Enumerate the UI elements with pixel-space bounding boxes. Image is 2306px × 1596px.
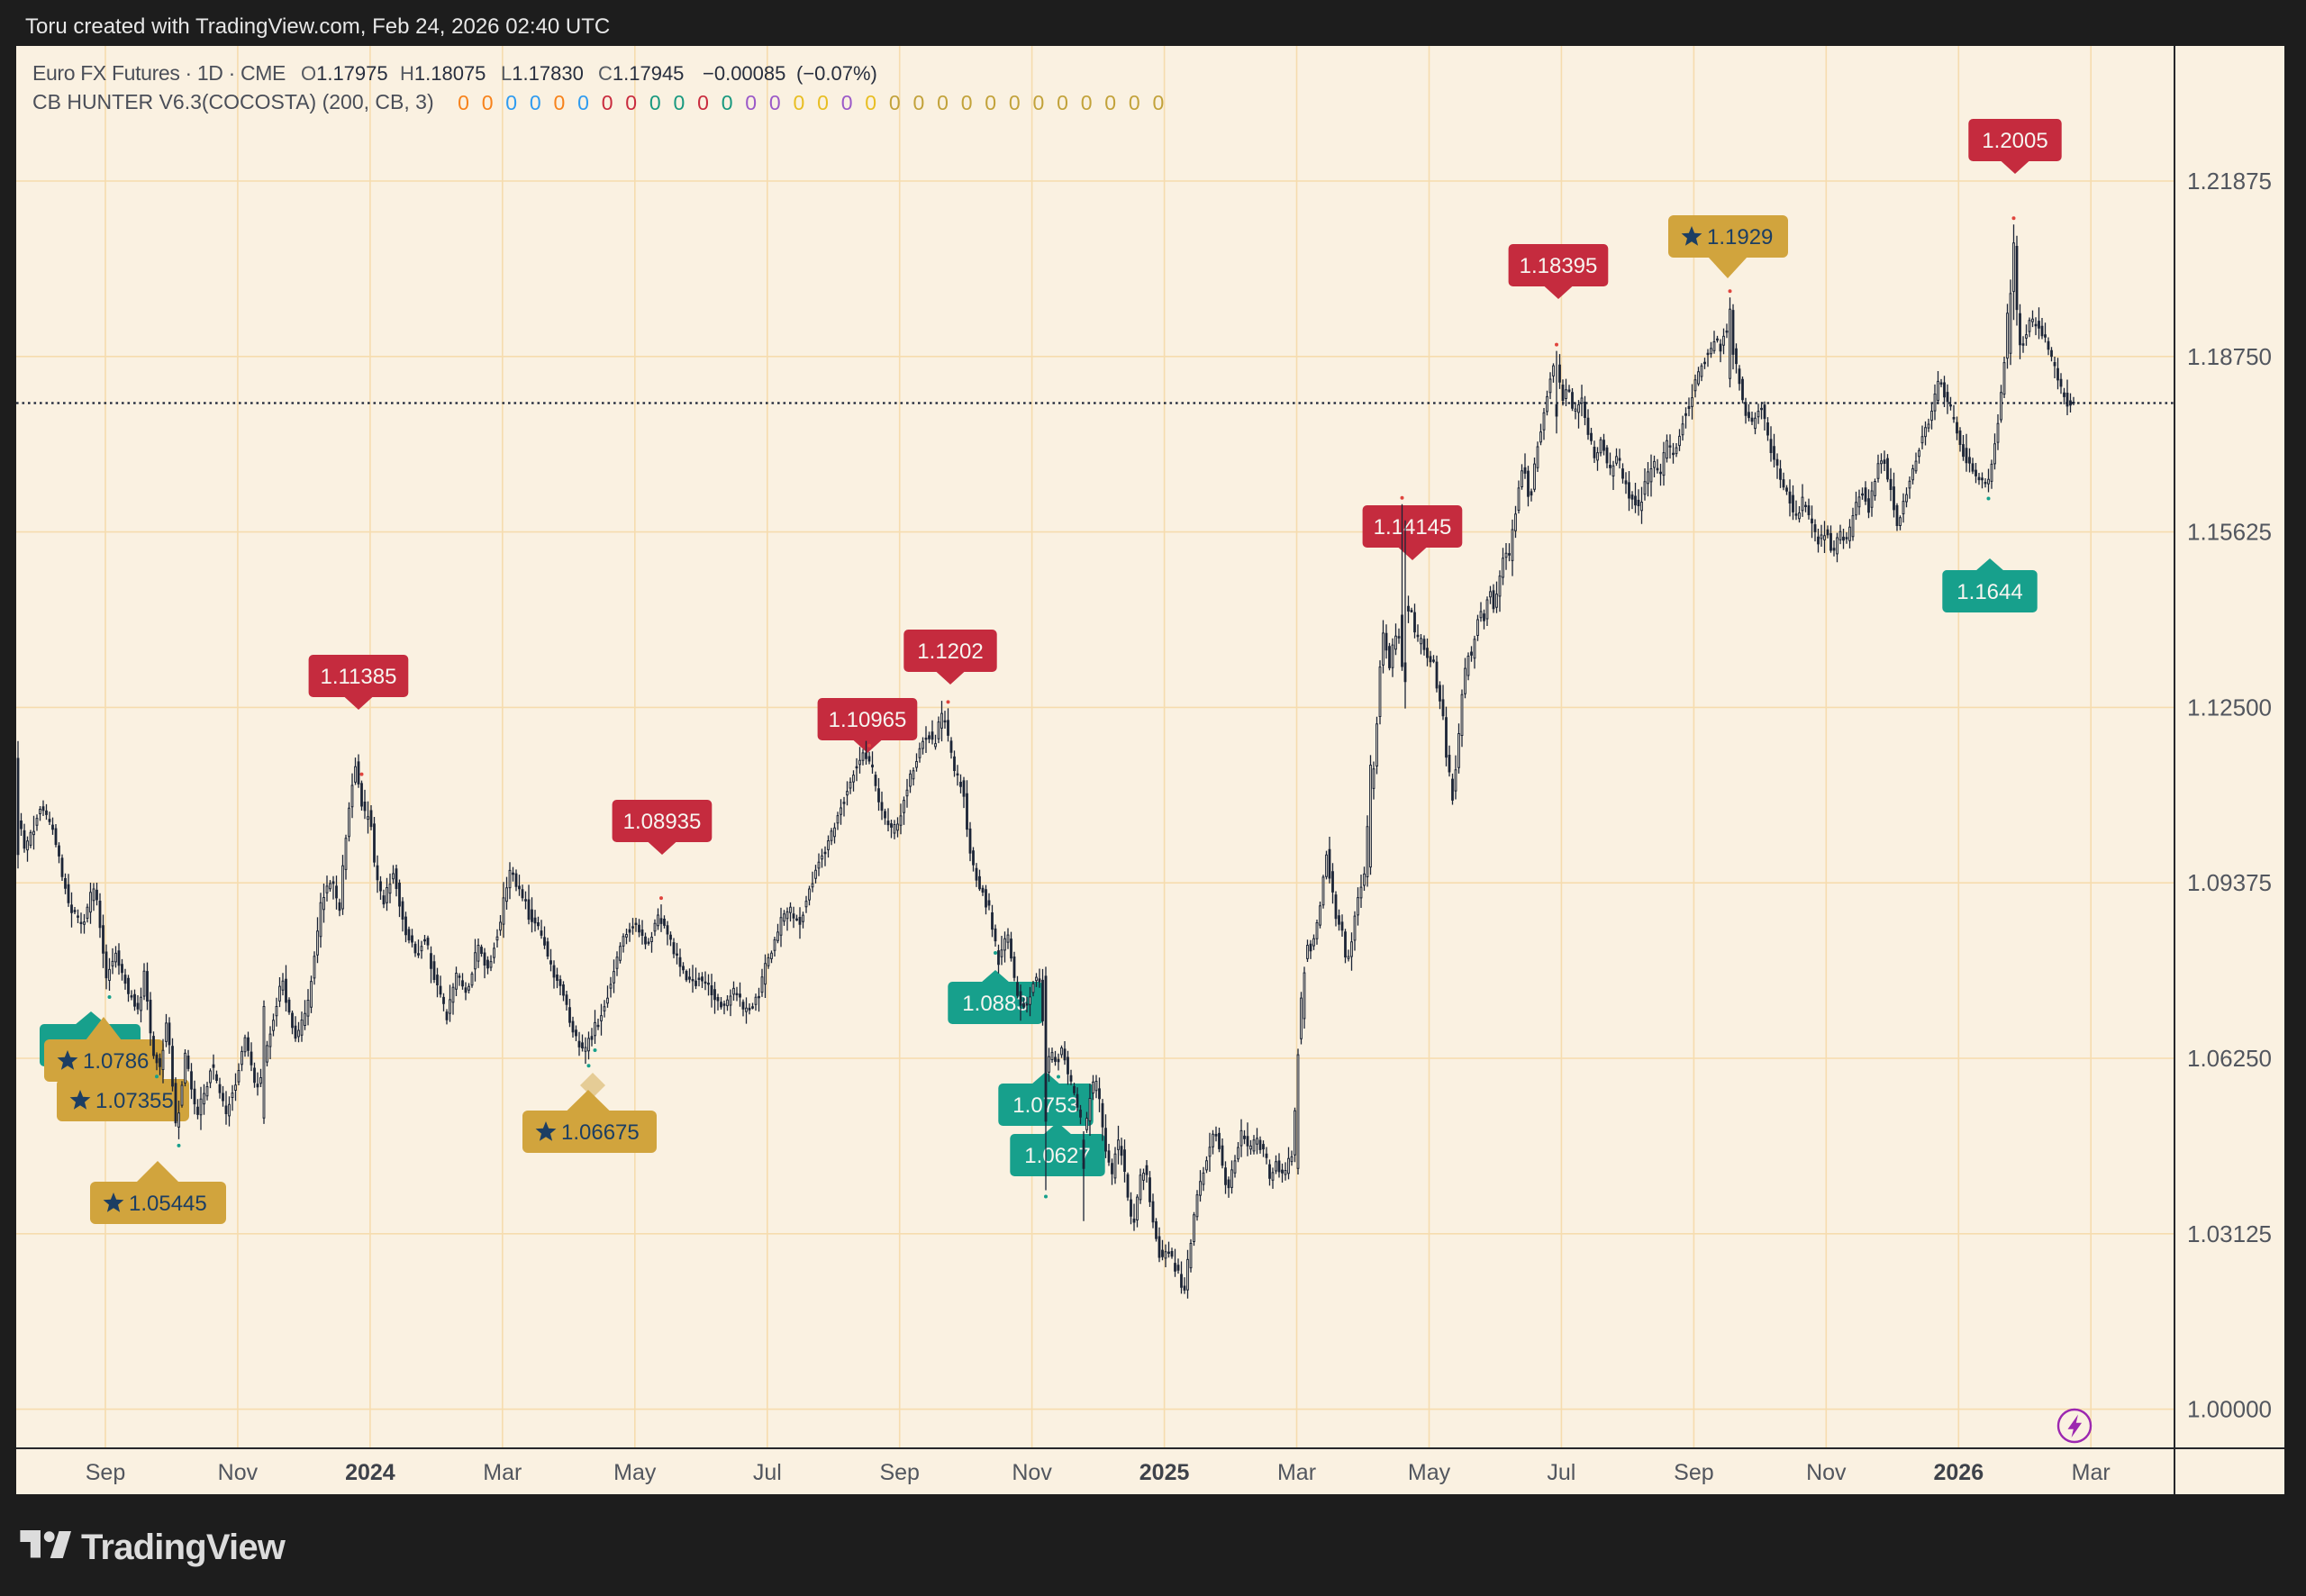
svg-text:0: 0 <box>841 91 853 114</box>
svg-text:1.15625: 1.15625 <box>2187 519 2272 546</box>
svg-text:0: 0 <box>482 91 494 114</box>
svg-text:1.06250: 1.06250 <box>2187 1045 2272 1072</box>
svg-text:0: 0 <box>1033 91 1045 114</box>
svg-text:2024: 2024 <box>345 1460 395 1485</box>
svg-text:Sep: Sep <box>86 1460 125 1485</box>
svg-text:0: 0 <box>674 91 685 114</box>
svg-text:0: 0 <box>649 91 661 114</box>
svg-text:0: 0 <box>1081 91 1093 114</box>
svg-text:1.17975: 1.17975 <box>316 62 388 85</box>
svg-text:1.14145: 1.14145 <box>1374 515 1452 540</box>
svg-text:Jul: Jul <box>1547 1460 1575 1485</box>
svg-text:1.18395: 1.18395 <box>1520 254 1598 278</box>
svg-text:1.2005: 1.2005 <box>1982 129 2047 153</box>
svg-text:2025: 2025 <box>1139 1460 1190 1485</box>
svg-text:0: 0 <box>530 91 541 114</box>
svg-text:May: May <box>613 1460 657 1485</box>
svg-text:1.17830: 1.17830 <box>512 62 584 85</box>
svg-text:Mar: Mar <box>2072 1460 2111 1485</box>
svg-text:0: 0 <box>1153 91 1165 114</box>
svg-text:0: 0 <box>937 91 949 114</box>
svg-text:1.0786: 1.0786 <box>83 1049 149 1074</box>
svg-text:Nov: Nov <box>1012 1460 1052 1485</box>
svg-text:Toru created with TradingView.: Toru created with TradingView.com, Feb 2… <box>25 14 610 39</box>
svg-text:Euro FX Futures · 1D · CME: Euro FX Futures · 1D · CME <box>32 61 286 85</box>
svg-text:O: O <box>301 62 316 85</box>
svg-text:1.00000: 1.00000 <box>2187 1396 2272 1423</box>
svg-text:1.1644: 1.1644 <box>1956 580 2022 604</box>
svg-text:0: 0 <box>865 91 876 114</box>
svg-text:0: 0 <box>913 91 925 114</box>
svg-text:1.1202: 1.1202 <box>917 639 983 664</box>
svg-text:0: 0 <box>554 91 566 114</box>
svg-text:1.08935: 1.08935 <box>623 810 702 834</box>
svg-text:Mar: Mar <box>1277 1460 1316 1485</box>
svg-text:TradingView: TradingView <box>81 1528 286 1567</box>
svg-text:0: 0 <box>577 91 589 114</box>
svg-text:Sep: Sep <box>879 1460 919 1485</box>
svg-text:1.0627: 1.0627 <box>1024 1144 1090 1168</box>
svg-text:Jul: Jul <box>753 1460 782 1485</box>
svg-text:1.12500: 1.12500 <box>2187 694 2272 721</box>
svg-text:(−0.07%): (−0.07%) <box>796 62 877 85</box>
svg-text:1.21875: 1.21875 <box>2187 168 2272 195</box>
svg-text:1.03125: 1.03125 <box>2187 1220 2272 1247</box>
svg-text:1.05445: 1.05445 <box>129 1192 207 1216</box>
svg-text:0: 0 <box>625 91 637 114</box>
svg-text:0: 0 <box>697 91 709 114</box>
svg-text:0: 0 <box>961 91 973 114</box>
svg-text:0: 0 <box>1104 91 1116 114</box>
svg-text:Sep: Sep <box>1674 1460 1713 1485</box>
svg-text:1.18750: 1.18750 <box>2187 343 2272 370</box>
svg-text:−0.00085: −0.00085 <box>703 62 785 85</box>
svg-text:Mar: Mar <box>483 1460 522 1485</box>
svg-text:0: 0 <box>505 91 517 114</box>
svg-text:0: 0 <box>602 91 613 114</box>
svg-text:0: 0 <box>794 91 805 114</box>
svg-text:0: 0 <box>769 91 781 114</box>
svg-text:1.10965: 1.10965 <box>829 708 907 732</box>
svg-text:May: May <box>1408 1460 1451 1485</box>
svg-text:CB HUNTER V6.3(COCOSTA) (200,: CB HUNTER V6.3(COCOSTA) (200, CB, 3) <box>32 90 434 113</box>
svg-text:H: H <box>400 62 414 85</box>
svg-text:1.1929: 1.1929 <box>1707 225 1773 249</box>
svg-text:0: 0 <box>722 91 733 114</box>
svg-text:0: 0 <box>889 91 901 114</box>
svg-text:1.17945: 1.17945 <box>613 62 685 85</box>
svg-text:0: 0 <box>745 91 757 114</box>
svg-text:0: 0 <box>1129 91 1140 114</box>
svg-text:1.11385: 1.11385 <box>321 665 397 689</box>
svg-text:0: 0 <box>1057 91 1068 114</box>
svg-text:1.09375: 1.09375 <box>2187 869 2272 896</box>
svg-text:0: 0 <box>458 91 469 114</box>
svg-text:2026: 2026 <box>1933 1460 1984 1485</box>
svg-text:0: 0 <box>817 91 829 114</box>
svg-text:1.06675: 1.06675 <box>561 1120 640 1145</box>
svg-text:1.07355: 1.07355 <box>95 1089 174 1113</box>
svg-text:Nov: Nov <box>218 1460 259 1485</box>
svg-text:0: 0 <box>985 91 996 114</box>
svg-text:1.18075: 1.18075 <box>414 62 486 85</box>
svg-text:C: C <box>598 62 613 85</box>
svg-text:0: 0 <box>1009 91 1021 114</box>
svg-text:Nov: Nov <box>1806 1460 1847 1485</box>
svg-text:L: L <box>501 62 512 85</box>
